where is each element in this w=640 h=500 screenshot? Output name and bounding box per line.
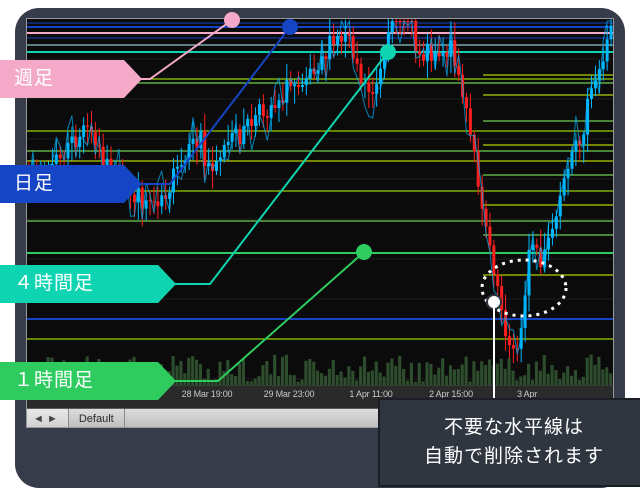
template-tab-default[interactable]: Default <box>69 409 125 428</box>
legend-chip-h1[interactable]: １時間足 <box>0 362 158 400</box>
legend-chip-daily[interactable]: 日足 <box>0 165 124 203</box>
callout-line1: 不要な水平線は <box>398 414 630 443</box>
scroll-handle[interactable]: ◄ ► <box>27 409 69 428</box>
axis-tick: 28 Mar 19:00 <box>182 389 233 399</box>
axis-tick: 29 Mar 23:00 <box>264 389 315 399</box>
callout-line2: 自動で削除されます <box>398 443 630 472</box>
legend-chip-weekly[interactable]: 週足 <box>0 60 124 98</box>
legend-chip-h4[interactable]: ４時間足 <box>0 265 158 303</box>
callout-box: 不要な水平線は 自動で削除されます <box>378 398 640 487</box>
